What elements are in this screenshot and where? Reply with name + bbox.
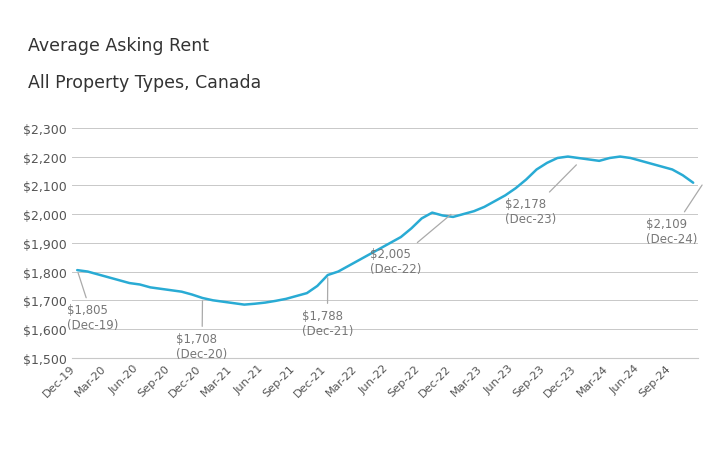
Text: $1,708
(Dec-20): $1,708 (Dec-20) [176,301,228,360]
Text: $1,805
(Dec-19): $1,805 (Dec-19) [67,273,118,331]
Text: Average Asking Rent: Average Asking Rent [28,37,209,55]
Text: $2,109
(Dec-24): $2,109 (Dec-24) [647,185,702,246]
Text: $2,005
(Dec-22): $2,005 (Dec-22) [369,215,451,275]
Text: $1,788
(Dec-21): $1,788 (Dec-21) [302,278,353,337]
Text: $2,178
(Dec-23): $2,178 (Dec-23) [505,166,577,225]
Text: All Property Types, Canada: All Property Types, Canada [28,74,261,92]
